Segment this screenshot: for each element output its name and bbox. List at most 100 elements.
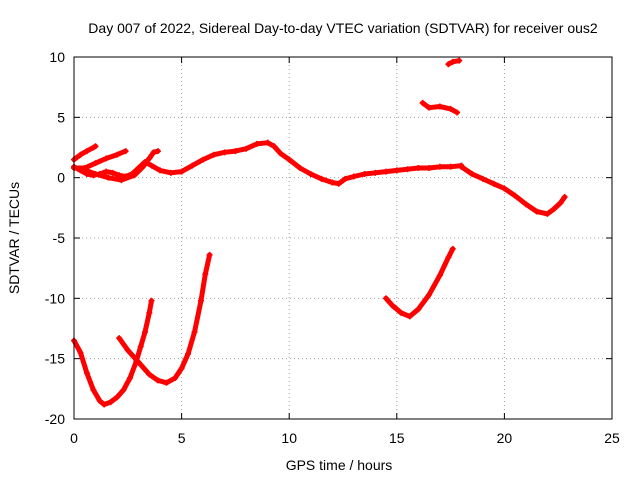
data-point — [557, 200, 564, 207]
data-point — [383, 168, 390, 175]
data-point — [163, 379, 170, 386]
data-point — [103, 155, 110, 162]
data-point — [185, 350, 192, 357]
data-point — [200, 156, 207, 163]
data-point — [372, 169, 379, 176]
data-point — [436, 272, 443, 279]
data-point — [447, 163, 454, 170]
data-point — [512, 192, 519, 199]
data-point — [243, 145, 250, 152]
data-point — [83, 370, 90, 377]
y-axis-label: SDTVAR / TECUs — [6, 182, 22, 294]
x-tick-label: 10 — [281, 430, 297, 446]
data-point — [172, 374, 179, 381]
data-point — [454, 109, 461, 116]
data-point — [445, 61, 452, 68]
data-point — [490, 180, 497, 187]
data-point — [449, 58, 456, 65]
data-point — [114, 151, 121, 158]
data-point — [83, 148, 90, 155]
grid-lines — [74, 57, 612, 419]
data-point — [350, 173, 357, 180]
data-point — [342, 175, 349, 182]
x-tick-label: 5 — [178, 430, 186, 446]
chart-title: Day 007 of 2022, Sidereal Day-to-day VTE… — [88, 20, 598, 36]
data-point — [114, 394, 121, 401]
data-point — [544, 210, 551, 217]
data-point — [404, 166, 411, 173]
data-point — [436, 163, 443, 170]
data-point — [329, 179, 336, 186]
series-tail-segment — [458, 164, 568, 217]
data-point — [189, 162, 196, 169]
x-tick-label: 15 — [389, 430, 405, 446]
data-point — [107, 399, 114, 406]
y-tick-label: -10 — [45, 290, 65, 306]
series-low-arc-b — [116, 252, 213, 386]
data-point — [116, 335, 123, 342]
data-point — [426, 165, 433, 172]
data-point — [120, 387, 127, 394]
x-tick-label: 20 — [497, 430, 513, 446]
data-point — [286, 156, 293, 163]
data-point — [150, 149, 157, 156]
data-point — [103, 168, 110, 175]
data-point — [109, 169, 116, 176]
data-point — [167, 169, 174, 176]
data-point — [501, 185, 508, 192]
data-point — [318, 175, 325, 182]
data-point — [221, 149, 228, 156]
data-point — [146, 155, 153, 162]
data-point — [415, 165, 422, 172]
data-point — [139, 163, 146, 170]
data-point — [445, 254, 452, 261]
y-tick-label: -5 — [53, 230, 66, 246]
data-point — [154, 148, 161, 155]
data-point — [135, 359, 142, 366]
data-point — [449, 245, 456, 252]
series-upper-strand-a — [71, 143, 98, 163]
series-mid-arc — [383, 246, 456, 319]
data-point — [90, 387, 97, 394]
data-point — [456, 57, 463, 64]
data-point — [202, 271, 209, 278]
data-point — [126, 374, 133, 381]
data-point — [92, 160, 99, 167]
data-point — [154, 377, 161, 384]
y-tick-label: 5 — [57, 109, 65, 125]
y-tick-label: 10 — [49, 49, 65, 65]
y-tick-label: 0 — [57, 170, 65, 186]
data-point — [148, 297, 155, 304]
data-point — [419, 99, 426, 106]
data-point — [118, 177, 125, 184]
data-point — [277, 150, 284, 157]
data-point — [264, 139, 271, 146]
x-tick-label: 0 — [70, 430, 78, 446]
data-point — [197, 297, 204, 304]
data-point — [142, 329, 149, 336]
data-point — [77, 151, 84, 158]
data-point — [561, 193, 568, 200]
data-point — [101, 401, 108, 408]
data-point — [96, 397, 103, 404]
data-series — [71, 57, 568, 408]
axis-ticks — [73, 56, 613, 420]
data-point — [77, 349, 84, 356]
data-point — [479, 175, 486, 182]
data-point — [389, 302, 396, 309]
data-point — [124, 347, 131, 354]
x-tick-label: 25 — [604, 430, 620, 446]
data-point — [122, 148, 129, 155]
x-axis-label: GPS time / hours — [286, 457, 393, 473]
data-point — [210, 151, 217, 158]
y-tick-label: -20 — [45, 411, 65, 427]
data-point — [335, 180, 342, 187]
y-tick-label: -15 — [45, 351, 65, 367]
data-point — [458, 163, 465, 170]
data-point — [137, 343, 144, 350]
data-point — [79, 166, 86, 173]
data-point — [191, 329, 198, 336]
data-point — [131, 172, 138, 179]
data-point — [398, 309, 405, 316]
